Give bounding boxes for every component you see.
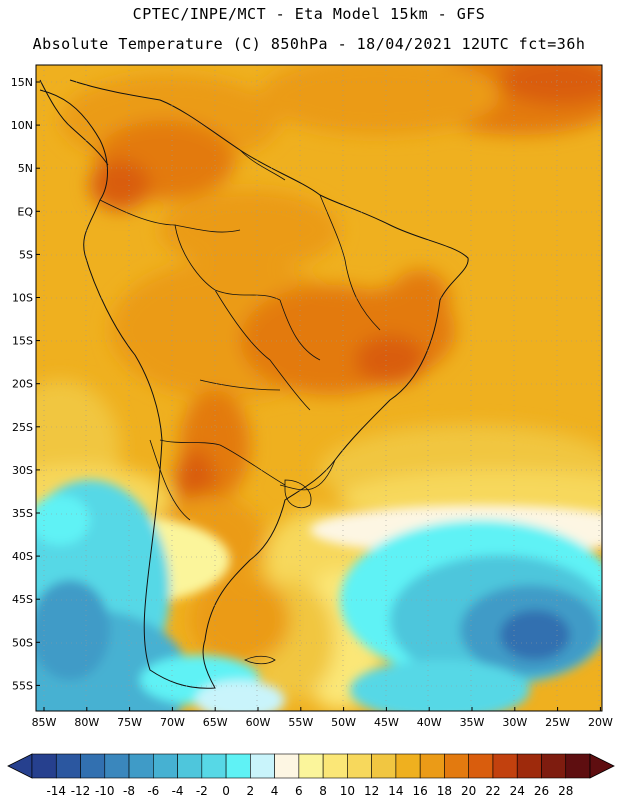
colorbar-swatch	[55, 753, 81, 779]
lat-tick-label: 30S	[12, 464, 33, 477]
colorbar: -14 -12 -10 -8 -6 -4 -2 0 2 4 6 8 10 12 14 16 18 20 22 24 26…	[7, 753, 615, 798]
colorbar-label: -2	[196, 784, 208, 798]
lon-tick-label: 35W	[460, 716, 485, 729]
longitude-axis: 85W 80W 75W 70W 65W 60W 55W 50W 45W 40W 35W 30W 25W 2…	[32, 707, 613, 729]
lat-tick-label: 25S	[12, 421, 33, 434]
chart-subtitle: Absolute Temperature (C) 850hPa - 18/04/…	[32, 35, 586, 53]
colorbar-label: 12	[364, 784, 379, 798]
colorbar-left-arrow	[7, 753, 33, 779]
colorbar-label: 20	[461, 784, 476, 798]
colorbar-swatch	[153, 753, 178, 779]
lon-tick-label: 60W	[246, 716, 271, 729]
lat-tick-label: 5N	[18, 162, 33, 175]
map-frame	[35, 64, 603, 712]
lat-tick-label: 15N	[11, 76, 33, 89]
colorbar-label: 16	[413, 784, 428, 798]
colorbar-swatch	[128, 753, 154, 779]
colorbar-label: 6	[295, 784, 303, 798]
colorbar-swatch	[177, 753, 203, 779]
lon-tick-label: 55W	[288, 716, 313, 729]
lat-tick-label: 10N	[11, 119, 33, 132]
lon-tick-label: 20W	[588, 716, 613, 729]
lon-tick-label: 65W	[203, 716, 228, 729]
colorbar-swatch	[565, 753, 591, 779]
colorbar-swatch	[419, 753, 445, 779]
colorbar-swatch	[31, 753, 57, 779]
colorbar-swatch	[371, 753, 397, 779]
colorbar-label: -12	[71, 784, 91, 798]
lon-tick-label: 40W	[417, 716, 442, 729]
lon-tick-label: 45W	[374, 716, 399, 729]
lat-tick-label: 40S	[12, 550, 33, 563]
colorbar-swatch	[444, 753, 469, 779]
colorbar-label: -10	[95, 784, 115, 798]
lon-tick-label: 85W	[32, 716, 57, 729]
colorbar-swatch	[104, 753, 130, 779]
lon-tick-label: 70W	[160, 716, 185, 729]
lat-tick-label: 55S	[12, 679, 33, 692]
temperature-field	[36, 65, 602, 711]
colorbar-label: -6	[147, 784, 159, 798]
colorbar-label: 4	[271, 784, 279, 798]
colorbar-label: 2	[247, 784, 255, 798]
colorbar-right-arrow	[589, 753, 615, 779]
colorbar-swatch	[322, 753, 348, 779]
colorbar-swatch	[541, 753, 567, 779]
colorbar-label: -14	[46, 784, 66, 798]
lat-tick-label: 5S	[19, 248, 33, 261]
colorbar-swatch	[201, 753, 227, 779]
colorbar-swatch	[250, 753, 275, 779]
colorbar-swatch	[492, 753, 518, 779]
colorbar-label: 22	[485, 784, 500, 798]
lon-tick-label: 30W	[502, 716, 527, 729]
lon-tick-label: 80W	[74, 716, 99, 729]
colorbar-label: 24	[510, 784, 525, 798]
latitude-axis: 15N 10N 5N EQ 5S 10S 15S 20S 25S 30S 35S 40S 45S 50S 5…	[11, 76, 40, 692]
lat-tick-label: 35S	[12, 507, 33, 520]
colorbar-label: 8	[319, 784, 327, 798]
lat-tick-label: 10S	[12, 292, 33, 305]
colorbar-swatch	[395, 753, 421, 779]
colorbar-label: 0	[222, 784, 230, 798]
colorbar-swatch	[80, 753, 106, 779]
lon-tick-label: 50W	[331, 716, 356, 729]
colorbar-swatch	[468, 753, 494, 779]
colorbar-swatch	[347, 753, 372, 779]
colorbar-swatch	[516, 753, 542, 779]
lat-tick-label: EQ	[17, 205, 33, 218]
lon-tick-label: 25W	[545, 716, 570, 729]
lat-tick-label: 50S	[12, 636, 33, 649]
lat-tick-label: 45S	[12, 593, 33, 606]
lat-tick-label: 15S	[12, 335, 33, 348]
colorbar-label: 28	[558, 784, 573, 798]
colorbar-swatch	[225, 753, 251, 779]
colorbar-label: 26	[534, 784, 549, 798]
colorbar-label: -4	[172, 784, 184, 798]
colorbar-swatch	[274, 753, 300, 779]
colorbar-label: 14	[388, 784, 403, 798]
colorbar-label: 10	[340, 784, 355, 798]
colorbar-label: -8	[123, 784, 135, 798]
chart-title: CPTEC/INPE/MCT - Eta Model 15km - GFS	[132, 5, 486, 23]
lat-tick-label: 20S	[12, 378, 33, 391]
colorbar-swatch	[298, 753, 324, 779]
lon-tick-label: 75W	[117, 716, 142, 729]
colorbar-label: 18	[437, 784, 452, 798]
